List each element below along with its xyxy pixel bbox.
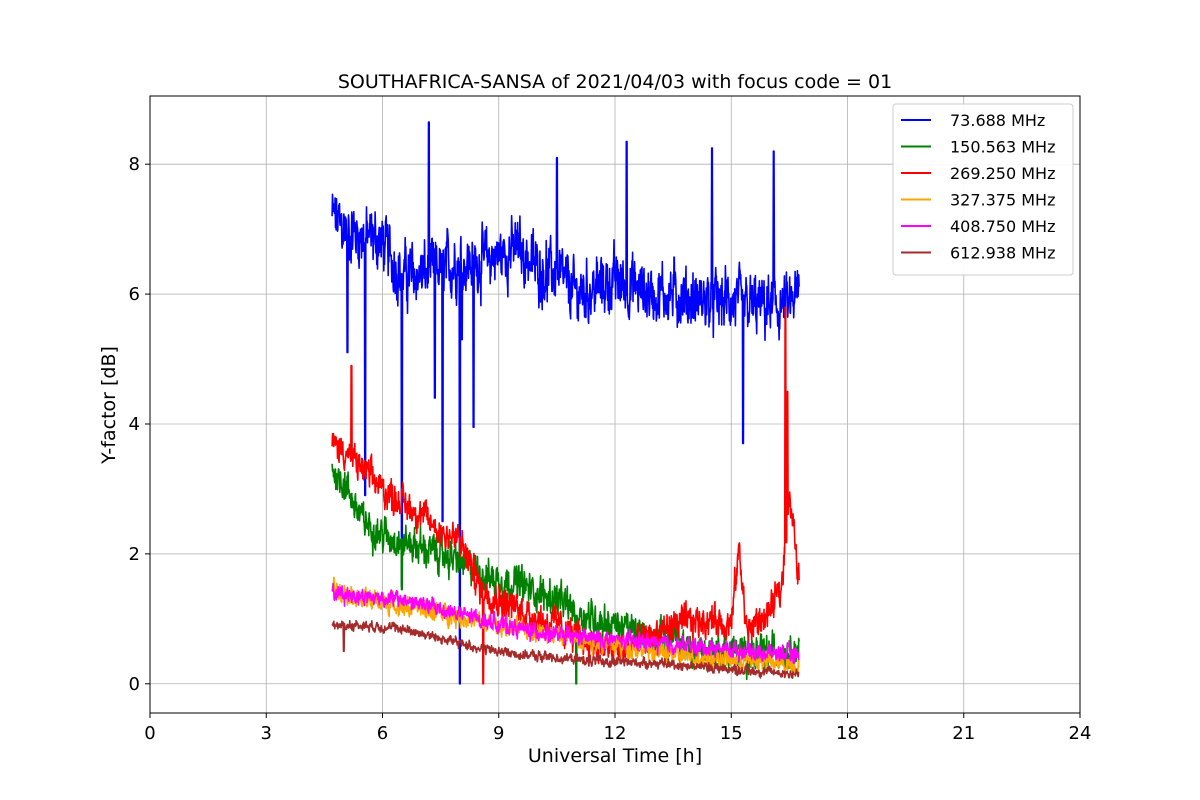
y-axis: 0 2 4 6 8 bbox=[129, 154, 150, 695]
chart-title: SOUTHAFRICA-SANSA of 2021/04/03 with foc… bbox=[338, 71, 892, 93]
series-line bbox=[331, 582, 800, 664]
legend-label: 408.750 MHz bbox=[950, 217, 1055, 236]
x-axis-title: Universal Time [h] bbox=[528, 745, 702, 767]
series-layer bbox=[331, 121, 800, 685]
legend-label: 150.563 MHz bbox=[950, 138, 1055, 157]
y-tick-label: 8 bbox=[129, 154, 140, 175]
x-tick-label: 21 bbox=[952, 723, 975, 744]
legend-label: 612.938 MHz bbox=[950, 244, 1055, 263]
series-line bbox=[331, 121, 800, 685]
x-tick-label: 6 bbox=[377, 723, 388, 744]
series-line bbox=[331, 306, 800, 685]
y-tick-label: 0 bbox=[129, 674, 140, 695]
legend-label: 269.250 MHz bbox=[950, 164, 1055, 183]
x-axis: 0 3 6 9 12 15 18 21 24 bbox=[144, 713, 1091, 744]
x-tick-label: 18 bbox=[836, 723, 859, 744]
x-tick-label: 24 bbox=[1069, 723, 1092, 744]
legend-box bbox=[892, 103, 1074, 276]
x-tick-label: 12 bbox=[604, 723, 627, 744]
x-tick-label: 3 bbox=[261, 723, 272, 744]
y-tick-label: 6 bbox=[129, 284, 140, 305]
y-axis-title: Y-factor [dB] bbox=[98, 346, 120, 465]
x-tick-label: 9 bbox=[493, 723, 504, 744]
plot-area bbox=[331, 121, 800, 685]
legend-label: 73.688 MHz bbox=[950, 111, 1045, 130]
y-tick-label: 2 bbox=[129, 544, 140, 565]
legend: 73.688 MHz 150.563 MHz 269.250 MHz 327.375 … bbox=[892, 103, 1074, 276]
y-tick-label: 4 bbox=[129, 414, 140, 435]
x-tick-label: 15 bbox=[720, 723, 743, 744]
x-tick-label: 0 bbox=[144, 723, 155, 744]
series-line bbox=[331, 619, 800, 679]
legend-label: 327.375 MHz bbox=[950, 191, 1055, 210]
